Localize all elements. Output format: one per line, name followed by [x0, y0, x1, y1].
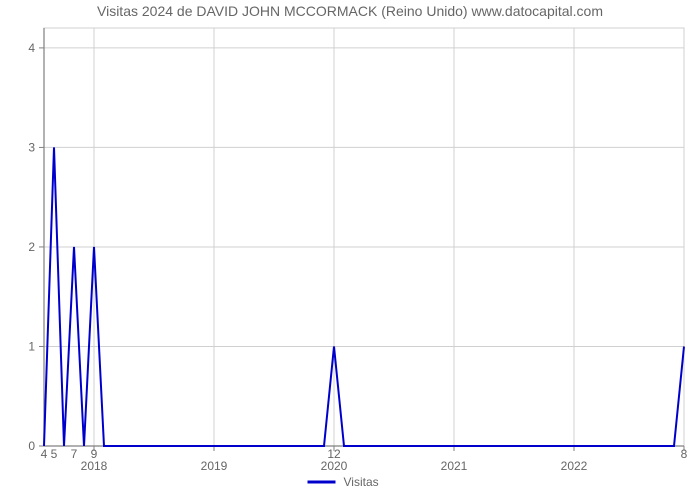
x-point-label: 9	[91, 447, 98, 461]
y-tick-label: 1	[28, 339, 35, 353]
x-point-label: 4	[41, 447, 48, 461]
x-year-label: 2018	[81, 459, 108, 473]
x-year-label: 2020	[321, 459, 348, 473]
y-tick-label: 2	[28, 240, 35, 254]
x-year-label: 2019	[201, 459, 228, 473]
chart-title: Visitas 2024 de DAVID JOHN MCCORMACK (Re…	[97, 3, 603, 19]
x-year-label: 2022	[561, 459, 588, 473]
x-point-label: 8	[681, 447, 688, 461]
y-tick-label: 3	[28, 140, 35, 154]
legend-label: Visitas	[344, 475, 379, 489]
x-point-label: 5	[51, 447, 58, 461]
x-point-label: 7	[71, 447, 78, 461]
y-tick-label: 0	[28, 439, 35, 453]
visits-line-chart: Visitas 2024 de DAVID JOHN MCCORMACK (Re…	[0, 0, 700, 500]
x-point-label: 12	[327, 447, 341, 461]
y-tick-label: 4	[28, 41, 35, 55]
x-year-label: 2021	[441, 459, 468, 473]
